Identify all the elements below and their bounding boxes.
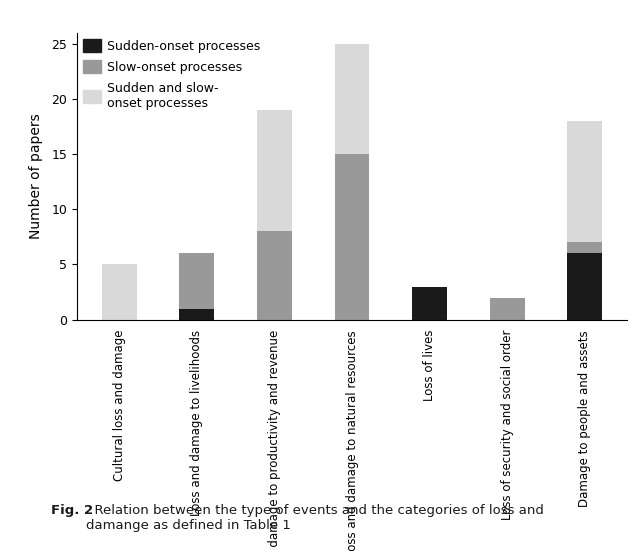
- Bar: [102, 264, 137, 320]
- Bar: [179, 253, 214, 309]
- Bar: [412, 287, 447, 320]
- Bar: [257, 110, 292, 231]
- Legend: Sudden-onset processes, Slow-onset processes, Sudden and slow-
onset processes: Sudden-onset processes, Slow-onset proce…: [83, 39, 260, 110]
- Text: Relation between the type of events and the categories of loss and
damange as de: Relation between the type of events and …: [86, 504, 544, 532]
- Bar: [567, 121, 602, 242]
- Text: Fig. 2: Fig. 2: [51, 504, 93, 517]
- Bar: [179, 309, 214, 320]
- Bar: [490, 298, 525, 320]
- Y-axis label: Number of papers: Number of papers: [29, 114, 43, 239]
- Bar: [257, 231, 292, 320]
- Bar: [335, 154, 369, 320]
- Bar: [567, 253, 602, 320]
- Bar: [335, 44, 369, 154]
- Bar: [567, 242, 602, 253]
